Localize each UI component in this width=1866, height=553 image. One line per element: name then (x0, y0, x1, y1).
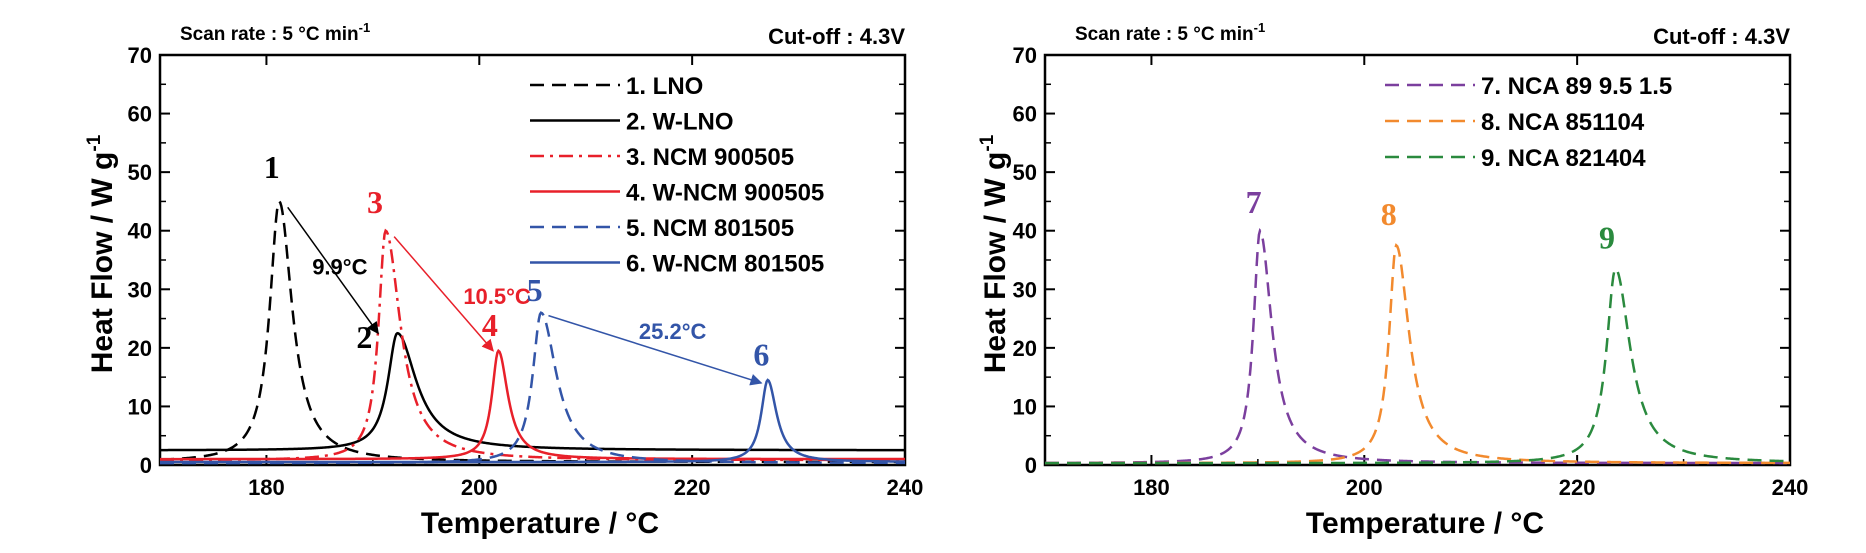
legend-label: 4. W-NCM 900505 (626, 180, 824, 207)
x-axis-label: Temperature / °C (421, 507, 659, 540)
y-tick-label: 40 (128, 219, 152, 244)
y-axis-label: Heat Flow / W g-1 (84, 134, 119, 373)
y-tick-label: 50 (128, 160, 152, 185)
legend-label: 6. W-NCM 801505 (626, 251, 824, 278)
x-tick-label: 200 (1346, 475, 1383, 500)
series-line-2 (160, 331, 905, 452)
peak-label: 7 (1246, 184, 1262, 220)
series-line-3 (1045, 267, 1790, 465)
y-axis-label: Heat Flow / W g-1 (977, 134, 1012, 373)
legend-label: 8. NCA 851104 (1481, 109, 1645, 136)
peak-label: 9 (1599, 219, 1615, 255)
y-tick-label: 10 (128, 394, 152, 419)
y-tick-label: 0 (1025, 453, 1037, 478)
peak-label: 4 (482, 307, 498, 343)
peak-label: 6 (753, 336, 769, 372)
x-tick-label: 240 (1772, 475, 1809, 500)
shift-annotation: 10.5°C (463, 284, 531, 309)
peak-label: 3 (367, 184, 383, 220)
cutoff-label: Cut-off : 4.3V (768, 24, 905, 49)
y-tick-label: 70 (1013, 43, 1037, 68)
x-tick-label: 180 (248, 475, 285, 500)
shift-annotation: 25.2°C (639, 319, 707, 344)
shift-arrow (393, 236, 494, 352)
peak-label: 8 (1381, 196, 1397, 232)
legend-label: 2. W-LNO (626, 109, 734, 136)
y-tick-label: 30 (128, 277, 152, 302)
scan-rate-label: Scan rate : 5 °C min-1 (1075, 20, 1265, 45)
y-tick-label: 0 (140, 453, 152, 478)
y-tick-label: 70 (128, 43, 152, 68)
legend-label: 1. LNO (626, 73, 703, 100)
x-tick-label: 240 (887, 475, 924, 500)
x-axis-label: Temperature / °C (1306, 507, 1544, 540)
scan-rate-label: Scan rate : 5 °C min-1 (180, 20, 370, 45)
legend-label: 9. NCA 821404 (1481, 145, 1646, 172)
svg-text:Heat Flow / W g-1: Heat Flow / W g-1 (977, 134, 1012, 373)
series-line-2 (1045, 243, 1790, 465)
y-tick-label: 40 (1013, 219, 1037, 244)
legend-label: 5. NCM 801505 (626, 215, 794, 242)
series-line-5 (160, 311, 905, 465)
peak-label: 1 (264, 149, 280, 185)
series-line-6 (160, 378, 905, 464)
y-tick-label: 20 (1013, 336, 1037, 361)
y-tick-label: 30 (1013, 277, 1037, 302)
x-tick-label: 180 (1133, 475, 1170, 500)
y-tick-label: 60 (1013, 102, 1037, 127)
shift-annotation: 9.9°C (312, 255, 367, 280)
shift-arrow (287, 206, 379, 335)
y-tick-label: 60 (128, 102, 152, 127)
peak-label: 5 (527, 272, 543, 308)
series-line-4 (160, 348, 905, 461)
chart-panel-left: Scan rate : 5 °C min-1 Cut-off : 4.3V He… (84, 20, 923, 540)
chart-panel-right: Scan rate : 5 °C min-1 Cut-off : 4.3V He… (977, 20, 1808, 540)
x-tick-label: 220 (674, 475, 711, 500)
shift-arrow (548, 314, 763, 386)
legend-label: 3. NCM 900505 (626, 144, 794, 171)
cutoff-label: Cut-off : 4.3V (1653, 24, 1790, 49)
y-tick-label: 50 (1013, 160, 1037, 185)
x-tick-label: 220 (1559, 475, 1596, 500)
y-tick-label: 10 (1013, 394, 1037, 419)
svg-text:Heat Flow / W g-1: Heat Flow / W g-1 (84, 134, 119, 373)
y-tick-label: 20 (128, 336, 152, 361)
series-line-1 (1045, 228, 1790, 465)
legend-label: 7. NCA 89 9.5 1.5 (1481, 73, 1672, 100)
x-tick-label: 200 (461, 475, 498, 500)
peak-label: 2 (356, 319, 372, 355)
plot-frame (1043, 53, 1792, 467)
